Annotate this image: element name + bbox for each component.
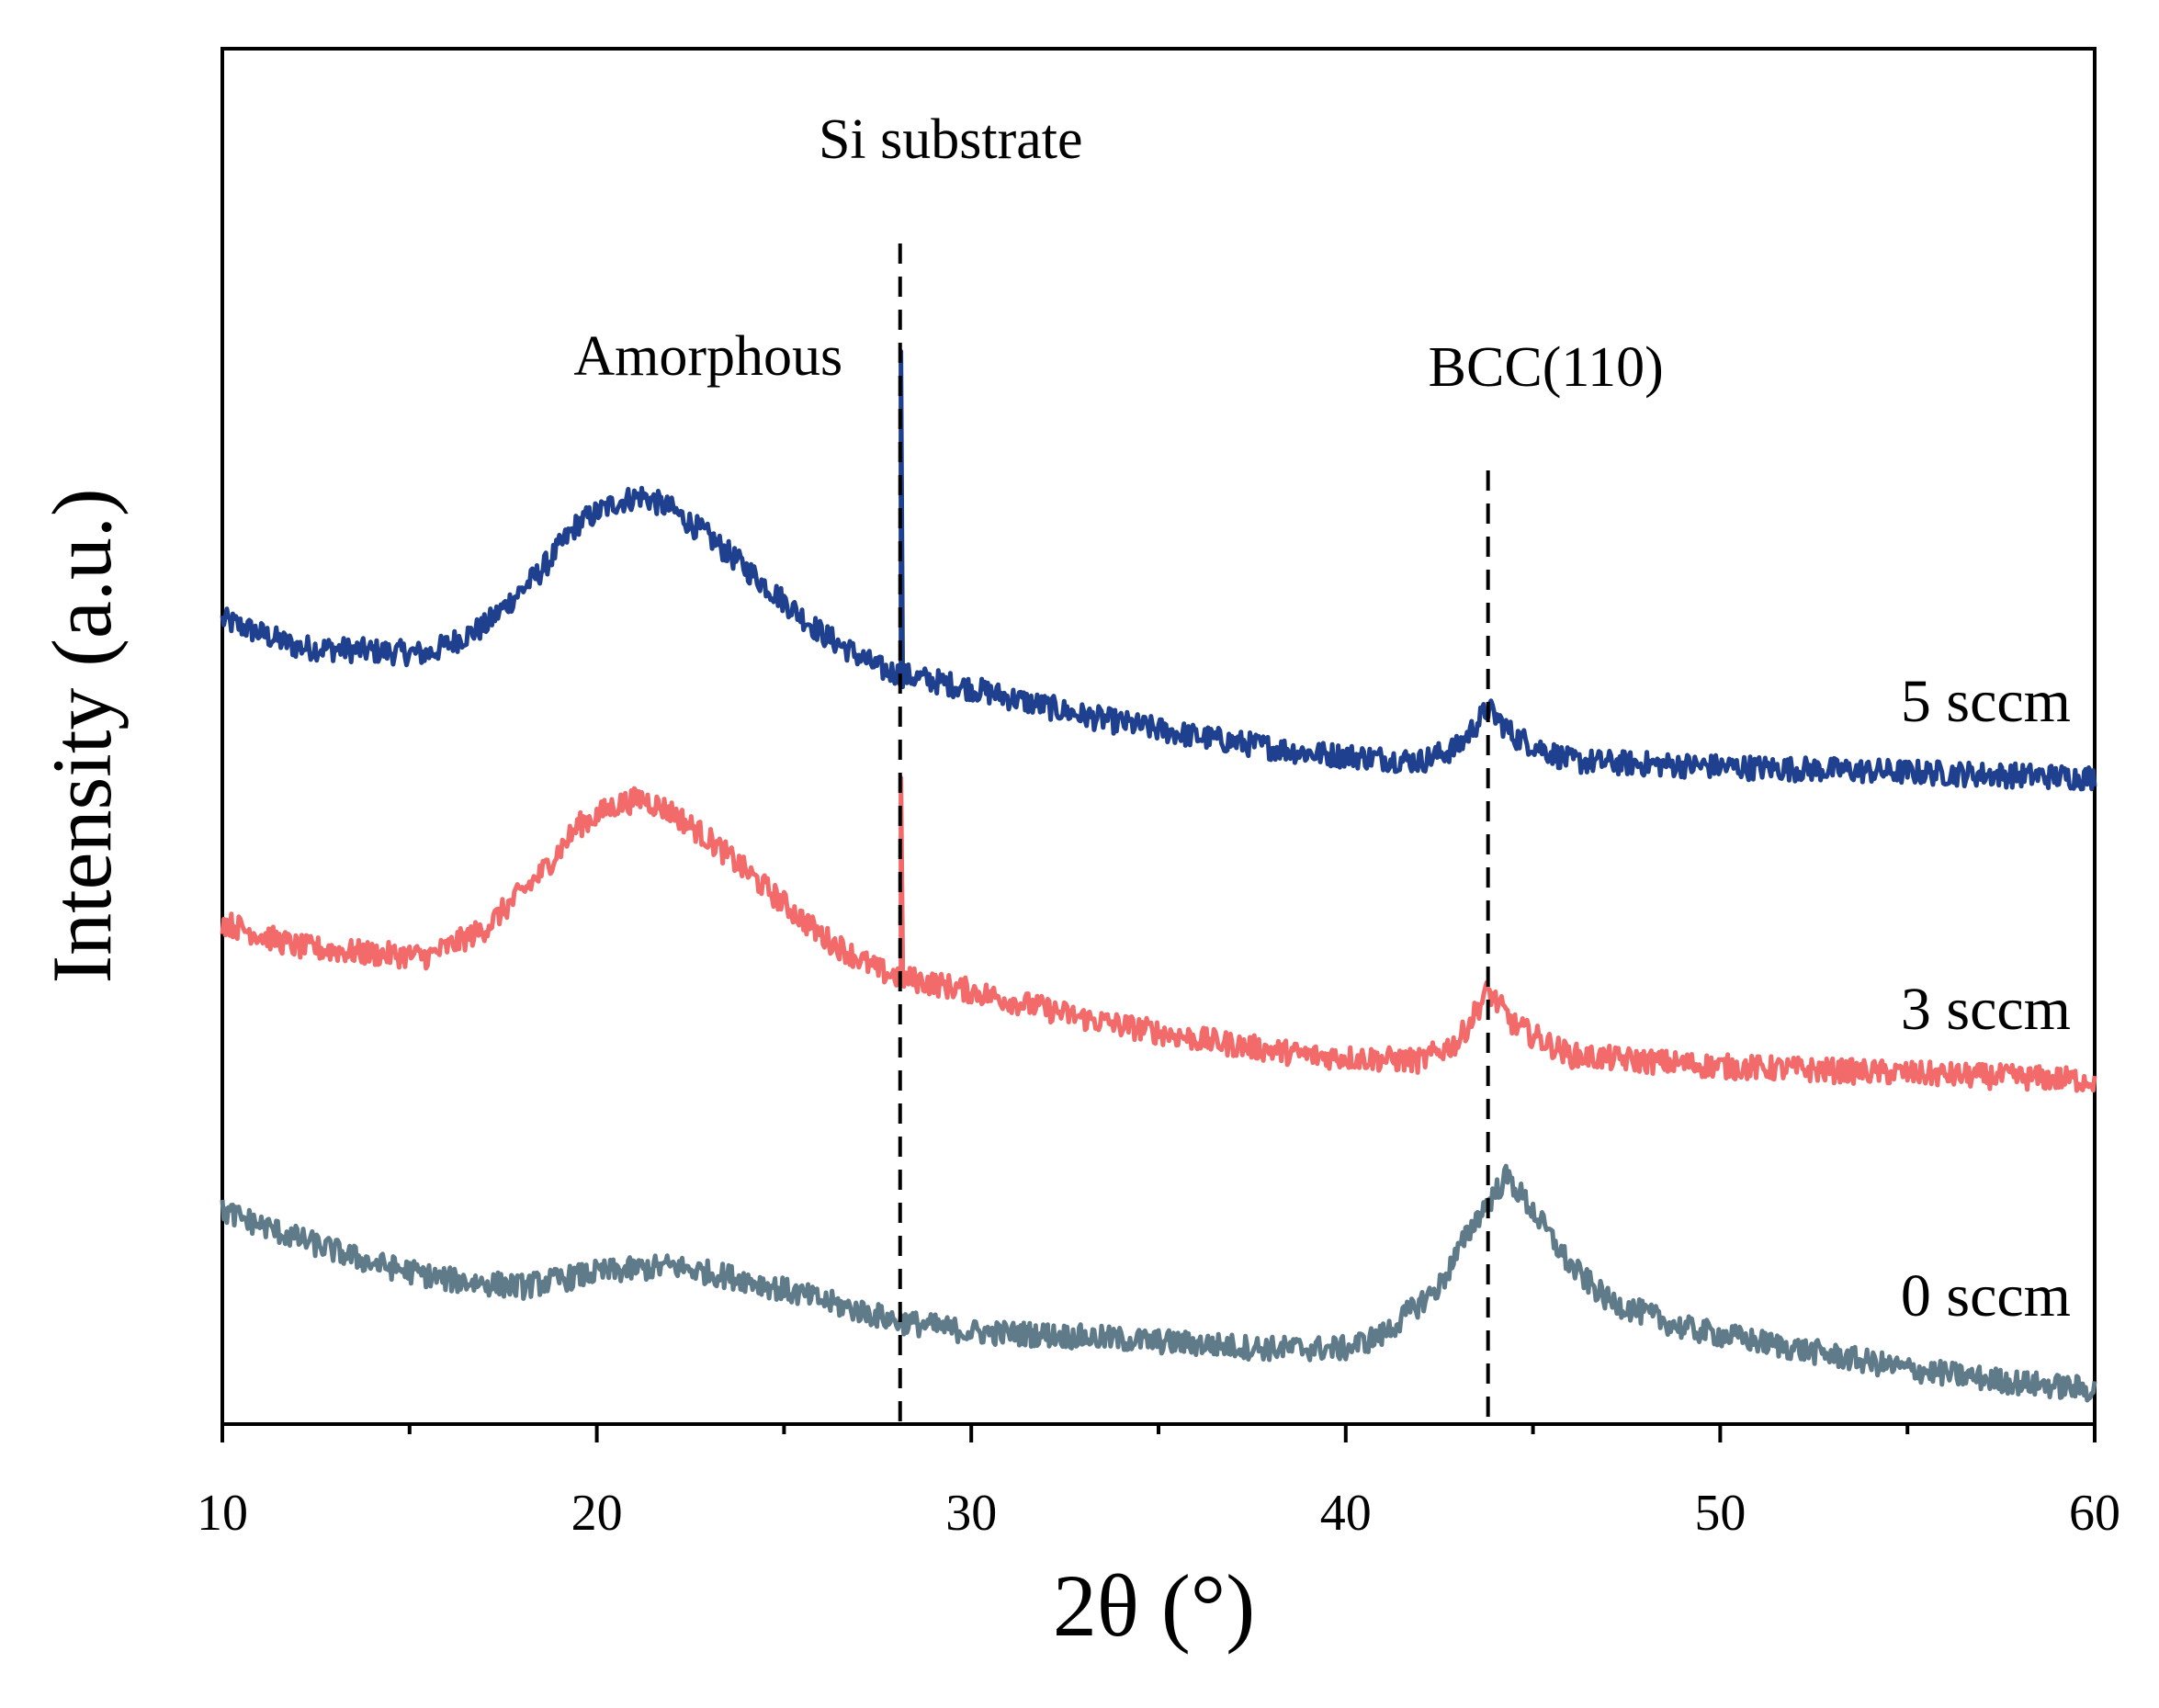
amorphous-label: Amorphous [573, 325, 842, 388]
series-label-0-sccm: 0 sccm [1901, 1262, 2071, 1329]
x-tick-label-40: 40 [1320, 1485, 1372, 1542]
x-tick-label-60: 60 [2069, 1485, 2120, 1542]
series-label-5-sccm: 5 sccm [1901, 668, 2071, 735]
y-axis-title: Intensity (a.u.) [35, 488, 129, 983]
bcc-110-label: BCC(110) [1429, 336, 1664, 399]
x-tick-label-50: 50 [1694, 1485, 1746, 1542]
x-axis-ticks: 10 20 30 40 50 60 [197, 1424, 2120, 1542]
si-substrate-label: Si substrate [819, 108, 1083, 171]
series-line-0-sccm [220, 1163, 2097, 1403]
x-axis-title: 2θ (°) [1053, 1556, 1255, 1655]
x-tick-label-10: 10 [197, 1485, 248, 1542]
x-tick-label-20: 20 [571, 1485, 623, 1542]
reference-lines [898, 243, 1490, 1424]
x-tick-label-30: 30 [945, 1485, 997, 1542]
series-layer [220, 349, 2097, 1403]
series-label-3-sccm: 3 sccm [1901, 976, 2071, 1043]
series-line-5-sccm [220, 349, 2097, 792]
series-line-3-sccm [220, 775, 2097, 1093]
